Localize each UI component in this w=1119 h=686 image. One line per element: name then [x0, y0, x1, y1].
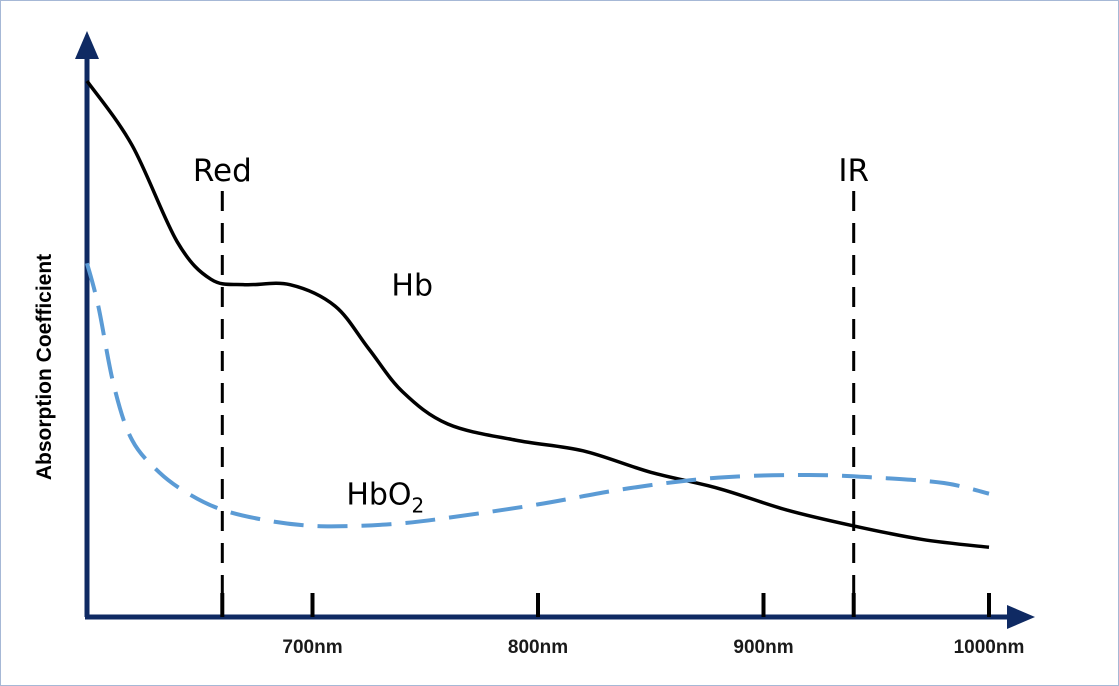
- y-axis-title: Absorption Coefficient: [33, 254, 56, 480]
- series-label-hbo2: HbO2: [346, 477, 424, 517]
- x-ticks: 700nm 800nm 900nm 1000nm: [282, 593, 1024, 658]
- x-axis-arrow: [1007, 605, 1035, 629]
- marker-label-ir: IR: [838, 153, 869, 189]
- series-label-subscript: 2: [412, 493, 425, 517]
- series-label-main: Hb: [391, 268, 433, 303]
- marker-label-red: Red: [193, 153, 252, 189]
- axes: Absorption Coefficient: [33, 31, 1035, 629]
- series-label-main: HbO: [346, 477, 411, 512]
- series-label-hb: Hb: [391, 268, 433, 303]
- x-tick-label: 900nm: [733, 637, 793, 658]
- wavelength-markers: Red IR: [193, 153, 869, 617]
- y-axis-arrow: [75, 31, 99, 59]
- x-tick-label: 800nm: [508, 637, 568, 658]
- x-tick-label: 1000nm: [954, 637, 1025, 658]
- series-line-hb: [85, 79, 990, 550]
- x-tick-label: 700nm: [282, 637, 342, 658]
- series-line-hbo2: [85, 262, 990, 529]
- series: Hb HbO2: [85, 79, 990, 550]
